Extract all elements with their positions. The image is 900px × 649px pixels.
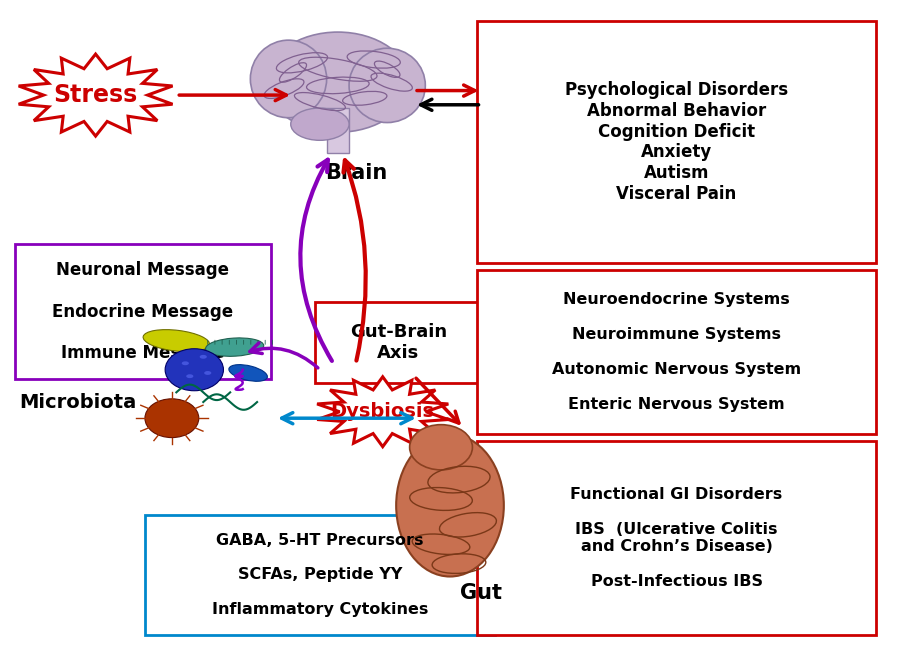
Polygon shape [317,377,448,447]
Ellipse shape [291,108,349,140]
Text: GABA, 5-HT Precursors

SCFAs, Peptide YY

Inflammatory Cytokines: GABA, 5-HT Precursors SCFAs, Peptide YY … [212,533,428,617]
Ellipse shape [165,349,223,391]
FancyBboxPatch shape [477,269,877,434]
FancyBboxPatch shape [145,515,495,635]
FancyBboxPatch shape [477,441,877,635]
Text: Stress: Stress [53,83,138,107]
Polygon shape [19,54,173,136]
Ellipse shape [186,374,194,378]
Text: Functional GI Disorders

IBS  (Ulcerative Colitis
and Crohn’s Disease)

Post-Inf: Functional GI Disorders IBS (Ulcerative … [571,487,783,589]
Bar [327,108,348,153]
Text: Neuronal Message

Endocrine Message

Immune Message: Neuronal Message Endocrine Message Immun… [52,261,233,362]
Text: Neuroendocrine Systems

Neuroimmune Systems

Autonomic Nervous System

Enteric N: Neuroendocrine Systems Neuroimmune Syste… [552,292,801,411]
Ellipse shape [205,338,264,356]
Ellipse shape [396,434,504,576]
Ellipse shape [349,48,426,123]
Ellipse shape [266,32,410,132]
Ellipse shape [143,330,210,352]
Text: Gut-Brain
Axis: Gut-Brain Axis [350,323,447,361]
Ellipse shape [229,365,267,382]
FancyBboxPatch shape [315,302,482,383]
Ellipse shape [200,355,207,359]
FancyBboxPatch shape [14,244,271,380]
Text: Gut: Gut [461,583,502,603]
Ellipse shape [182,361,189,365]
Text: Brain: Brain [325,163,387,182]
Text: Dysbiosis: Dysbiosis [330,402,435,421]
Ellipse shape [145,399,199,437]
Ellipse shape [250,40,327,117]
Ellipse shape [204,371,212,375]
FancyBboxPatch shape [477,21,877,263]
Ellipse shape [410,424,472,470]
Text: Psychological Disorders
Abnormal Behavior
Cognition Deficit
Anxiety
Autism
Visce: Psychological Disorders Abnormal Behavio… [565,81,788,203]
Text: Microbiota: Microbiota [19,393,136,411]
